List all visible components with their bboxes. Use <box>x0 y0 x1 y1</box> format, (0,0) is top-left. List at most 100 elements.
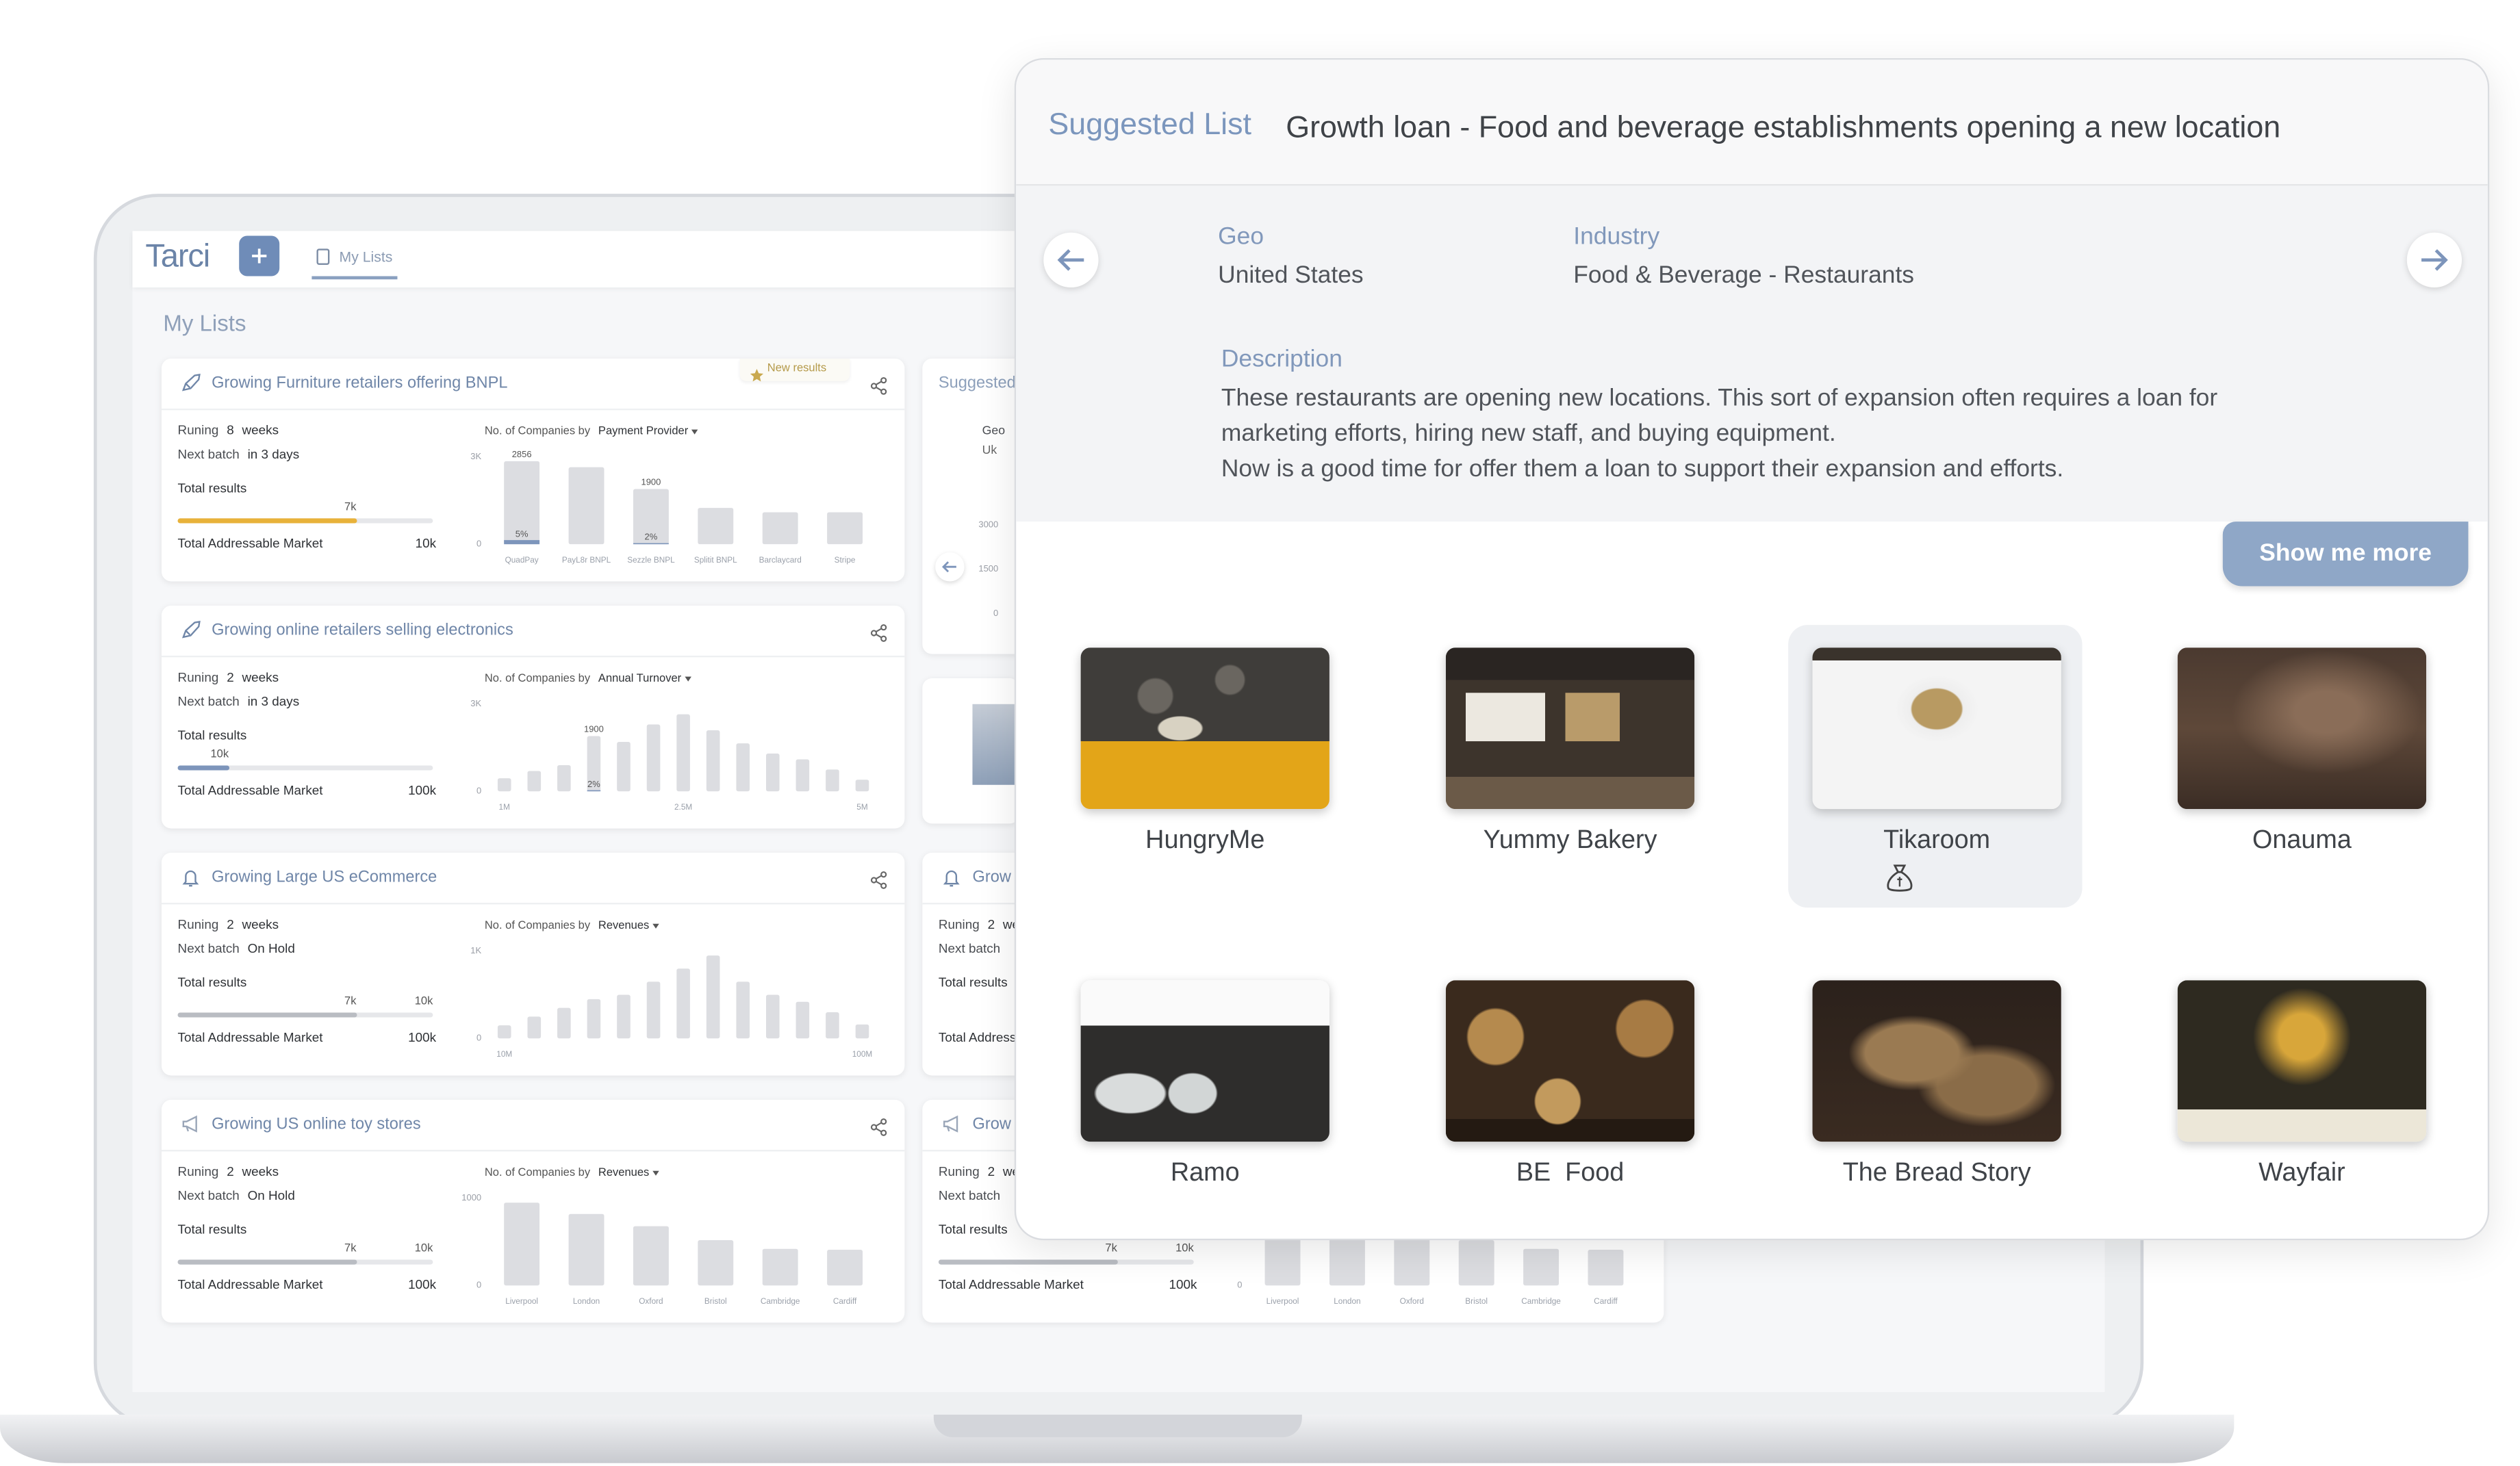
row-text: Next batch <box>177 1188 240 1203</box>
bar <box>762 512 798 545</box>
bar <box>855 780 869 792</box>
x-tick-label: Oxford <box>639 1297 663 1306</box>
progress-track <box>177 765 433 771</box>
bar <box>617 994 631 1039</box>
image-card <box>922 678 1021 824</box>
y-tick-label: 1500 <box>978 563 998 574</box>
group-by: Payment Provider <box>598 426 689 438</box>
list-card: Growing Furniture retailers offering BNP… <box>161 358 905 582</box>
company-thumbnail <box>2177 980 2427 1142</box>
row-text: 2 <box>987 1164 995 1179</box>
x-tick-label: Stripe <box>835 556 856 565</box>
next-batch-row: Next batch <box>939 1189 1008 1203</box>
bar <box>568 1213 604 1286</box>
next-batch-row: Next batch in 3 days <box>178 448 307 462</box>
row-text: Runing <box>938 917 980 932</box>
y-tick-label: 3K <box>470 698 481 708</box>
laptop-notch <box>933 1415 1302 1438</box>
x-tick-label: Bristol <box>1465 1297 1488 1306</box>
share-icon[interactable] <box>869 871 888 890</box>
next-batch-row: Next batch in 3 days <box>178 695 307 709</box>
x-tick-label: Liverpool <box>505 1297 538 1306</box>
company-card[interactable]: Yummy Bakery <box>1445 647 1695 854</box>
row-text: On Hold <box>247 1188 295 1203</box>
prev-button[interactable] <box>1043 232 1099 288</box>
bar-highlight <box>633 543 669 545</box>
company-card[interactable]: Tikaroom <box>1812 647 2061 854</box>
geo-value: United States <box>1218 261 1364 290</box>
bar <box>633 489 669 545</box>
star <box>750 362 764 391</box>
mini-chart: 0 1000 Liverpool London Oxford Bristol Cambrid… <box>461 1192 863 1306</box>
info-section <box>1016 185 2488 522</box>
next-batch-row: Next batch On Hold <box>178 1189 303 1203</box>
company-card[interactable]: BE Food <box>1445 980 1695 1187</box>
company-thumbnail <box>1812 980 2061 1142</box>
list-card: Growing online retailers selling electro… <box>161 605 905 829</box>
row-text: Next batch <box>177 694 240 709</box>
bar <box>633 1226 669 1286</box>
bar <box>587 736 601 792</box>
description-line: marketing efforts, hiring new staff, and… <box>1221 420 1836 448</box>
share-icon[interactable] <box>869 623 888 643</box>
company-card[interactable]: Onauma <box>2177 647 2427 854</box>
progress-fill <box>177 1012 357 1018</box>
company-card[interactable]: The Bread Story <box>1812 980 2061 1187</box>
total-results-label: Total results <box>938 1222 1008 1237</box>
next-button[interactable] <box>2406 232 2462 288</box>
x-tick-label: Barclaycard <box>759 556 802 565</box>
badge-text: New results <box>767 363 827 375</box>
progress-label: 7k <box>1105 1243 1117 1255</box>
bar <box>504 1203 540 1286</box>
chart-label: No. of Companies by <box>484 673 591 685</box>
industry-value: Food & Beverage - Restaurants <box>1573 261 1915 290</box>
x-tick-label: London <box>1334 1297 1360 1306</box>
x-tick-label: Cambridge <box>761 1297 800 1306</box>
running-row: Runing 2 weeks <box>178 1164 287 1179</box>
geo-label: Geo <box>1218 222 1264 250</box>
y-tick-label: 0 <box>476 1033 481 1043</box>
company-card[interactable]: Ramo <box>1080 980 1329 1187</box>
bar <box>646 724 661 792</box>
share <box>869 621 888 650</box>
row-text: Next batch <box>177 447 240 462</box>
company-name: HungryMe <box>1145 827 1265 855</box>
x-tick-label: QuadPay <box>505 556 539 565</box>
row-text: Next batch <box>938 941 1001 956</box>
tam-label: Total Addressable Market <box>177 783 323 798</box>
arrow-left <box>942 561 956 573</box>
company-card[interactable]: Wayfair <box>2177 980 2427 1187</box>
tab[interactable]: My Lists <box>339 248 393 265</box>
x-tick-label: Sezzle BNPL <box>627 556 675 565</box>
bar <box>557 764 571 792</box>
row-text: 2 <box>227 917 234 932</box>
tab-underline <box>311 276 398 280</box>
y-tick-label: 1K <box>470 945 481 955</box>
bar <box>617 742 631 792</box>
share-icon[interactable] <box>869 376 888 396</box>
bar <box>497 1025 511 1039</box>
add-button[interactable] <box>239 235 280 277</box>
bar <box>676 968 690 1039</box>
bar <box>827 512 863 545</box>
group-by: Revenues <box>598 1167 650 1179</box>
company-name: Ramo <box>1170 1159 1240 1187</box>
list-title: Grow <box>972 1116 1011 1134</box>
company-thumbnail <box>2177 647 2427 810</box>
industry-label: Industry <box>1573 222 1660 250</box>
chart-label-row: No. of Companies by Revenues <box>485 921 667 931</box>
panel-heading: Suggested List <box>1048 108 1251 142</box>
row-text: weeks <box>242 670 279 685</box>
company-thumbnail <box>1445 647 1695 810</box>
image-placeholder <box>972 704 1021 785</box>
list-card: Growing US online toy stores Runing 2 weeks… <box>161 1099 905 1323</box>
bar <box>736 981 750 1039</box>
company-thumbnail <box>1080 980 1329 1142</box>
money-bag-icon <box>1887 864 1913 892</box>
company-card[interactable]: HungryMe <box>1080 647 1329 854</box>
company-name: Tikaroom <box>1883 827 1991 855</box>
share-icon[interactable] <box>869 1118 888 1137</box>
bar <box>698 1239 734 1286</box>
show-more-button[interactable]: Show me more <box>2222 522 2469 587</box>
row-text: weeks <box>242 917 279 932</box>
